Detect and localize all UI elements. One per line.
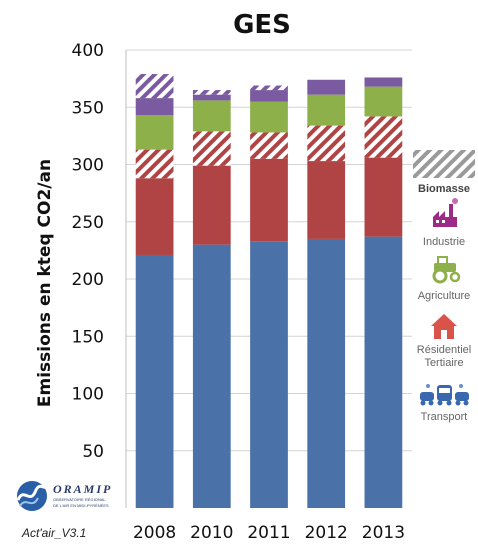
hatch-swatch-icon	[413, 150, 475, 178]
y-tick-label: 200	[72, 270, 104, 290]
bar-segment-2013-3	[364, 86, 403, 117]
legend-item-industrie: Industrie	[423, 198, 465, 248]
bar-segment-2011-4	[250, 90, 288, 102]
x-tick-label: 2012	[305, 523, 348, 543]
bar-segment-2008-4	[135, 98, 174, 116]
bar-segment-2011-0	[250, 241, 288, 508]
version-label: Act'air_V3.1	[21, 526, 86, 540]
y-tick-label: 150	[72, 327, 104, 347]
bar-segment-2008-3	[135, 115, 174, 150]
y-tick-label: 50	[82, 442, 104, 462]
bar-segment-2012-0	[307, 238, 346, 509]
legend-label-residentiel-line2: Tertiaire	[424, 357, 463, 369]
legend-label-residentiel-line1: Résidentiel	[417, 344, 471, 356]
y-tick-label: 100	[72, 385, 104, 405]
bar-segment-2008-2	[135, 149, 174, 179]
bar-segment-2010-1	[192, 165, 231, 245]
y-tick-label: 300	[72, 156, 104, 176]
logo-subtitle-line1: OBSERVATOIRE RÉGIONAL	[53, 497, 106, 502]
legend-item-agriculture: Agriculture	[418, 256, 471, 302]
bar-segment-2011-1	[250, 158, 288, 242]
bar-segment-2013-0	[364, 236, 403, 508]
bar-segment-2012-2	[307, 125, 346, 162]
bar-segment-2011-2	[250, 132, 288, 159]
legend-item-biomasse: Biomasse	[413, 150, 475, 195]
legend-label-industrie: Industrie	[423, 236, 465, 248]
logo-subtitle-line2: DE L'AIR EN MIDI-PYRÉNÉES	[53, 503, 109, 508]
bar-segment-2008-0	[135, 254, 174, 508]
legend-label-transport: Transport	[421, 411, 468, 423]
bar-segment-2010-5	[192, 90, 231, 95]
factory-icon	[433, 198, 458, 227]
bar-segment-2008-1	[135, 178, 174, 255]
y-axis-label: Emissions en kteq CO2/an	[35, 159, 55, 407]
bar-segment-2012-4	[307, 79, 346, 95]
bar-segment-2010-3	[192, 100, 231, 132]
legend: Biomasse Industrie Agriculture	[413, 150, 475, 423]
bar-segment-2012-1	[307, 161, 346, 239]
bar-segment-2010-4	[192, 94, 231, 101]
y-tick-labels: 50 100 150 200 250 300 350 400	[72, 41, 104, 462]
bar-segment-2010-2	[192, 131, 231, 166]
legend-label-biomasse: Biomasse	[418, 183, 470, 195]
y-tick-label: 250	[72, 213, 104, 233]
bar-segment-2008-5	[135, 74, 174, 99]
oramip-logo: ORAMIP OBSERVATOIRE RÉGIONAL DE L'AIR EN…	[16, 481, 112, 511]
x-tick-label: 2013	[362, 523, 405, 543]
bars	[135, 74, 403, 509]
y-tick-label: 350	[72, 98, 104, 118]
bar-segment-2013-1	[364, 157, 403, 237]
legend-label-agriculture: Agriculture	[418, 290, 471, 302]
logo-name: ORAMIP	[53, 482, 112, 496]
bar-segment-2011-3	[250, 101, 288, 133]
house-icon	[431, 314, 457, 339]
x-tick-label: 2011	[247, 523, 290, 543]
tractor-icon	[432, 256, 461, 284]
x-tick-labels: 2008 2010 2011 2012 2013	[133, 523, 405, 543]
x-tick-label: 2008	[133, 523, 176, 543]
legend-item-residentiel: Résidentiel Tertiaire	[417, 314, 471, 369]
oramip-wave-icon	[16, 481, 49, 511]
x-tick-label: 2010	[190, 523, 233, 543]
vehicles-icon	[420, 384, 469, 406]
legend-item-transport: Transport	[420, 384, 469, 423]
chart-title: GES	[233, 10, 291, 40]
bar-segment-2010-0	[192, 244, 231, 508]
bar-segment-2013-4	[364, 77, 403, 87]
bar-segment-2013-2	[364, 116, 403, 158]
y-tick-label: 400	[72, 41, 104, 61]
bar-segment-2011-5	[250, 85, 288, 91]
bar-segment-2012-3	[307, 94, 346, 126]
